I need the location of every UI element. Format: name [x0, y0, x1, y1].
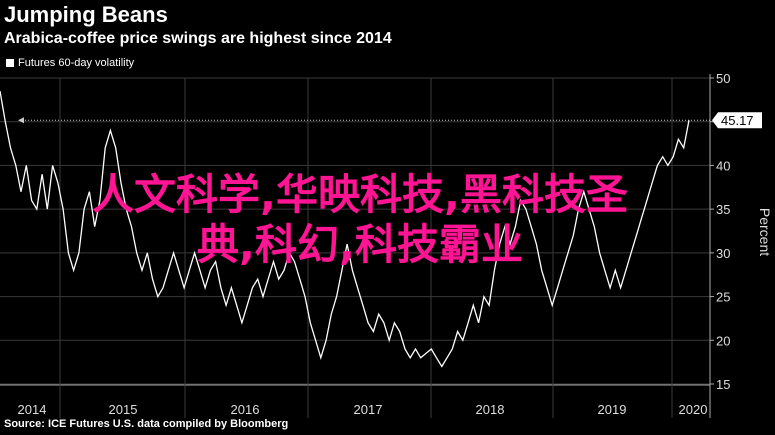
x-tick-label: 2015: [109, 402, 138, 417]
y-tick-label: 50: [716, 71, 730, 86]
y-tick-label: 40: [716, 158, 730, 173]
y-tick-label: 20: [716, 333, 730, 348]
overlay-line-2: 典,科幻,科技霸业: [197, 220, 523, 269]
x-tick-label: 2019: [598, 402, 627, 417]
y-axis-title: Percent: [757, 208, 773, 256]
watermark-overlay-text: 人文科学,华映科技,黑科技圣 典,科幻,科技霸业: [10, 170, 710, 270]
x-tick-label: 2017: [354, 402, 383, 417]
last-value-label: 45.17: [721, 113, 754, 128]
chart-subtitle: Arabica-coffee price swings are highest …: [4, 30, 392, 47]
legend-swatch: [6, 59, 14, 67]
volatility-series-line: [0, 90, 690, 368]
x-tick-label: 2020: [679, 402, 708, 417]
reference-arrow-icon: [18, 117, 24, 124]
last-value-box: [712, 112, 762, 129]
x-tick-label: 2014: [18, 402, 47, 417]
x-tick-label: 2016: [231, 402, 260, 417]
x-tick-label: 2018: [476, 402, 505, 417]
y-tick-label: 30: [716, 246, 730, 261]
y-tick-label: 35: [716, 202, 730, 217]
source-note: Source: ICE Futures U.S. data compiled b…: [4, 418, 289, 430]
overlay-line-1: 人文科学,华映科技,黑科技圣: [92, 170, 628, 219]
legend: Futures 60-day volatility: [6, 57, 134, 69]
legend-label: Futures 60-day volatility: [18, 57, 135, 69]
y-tick-label: 25: [716, 290, 730, 305]
chart-title: Jumping Beans: [4, 2, 168, 27]
y-tick-label: 15: [716, 377, 730, 392]
